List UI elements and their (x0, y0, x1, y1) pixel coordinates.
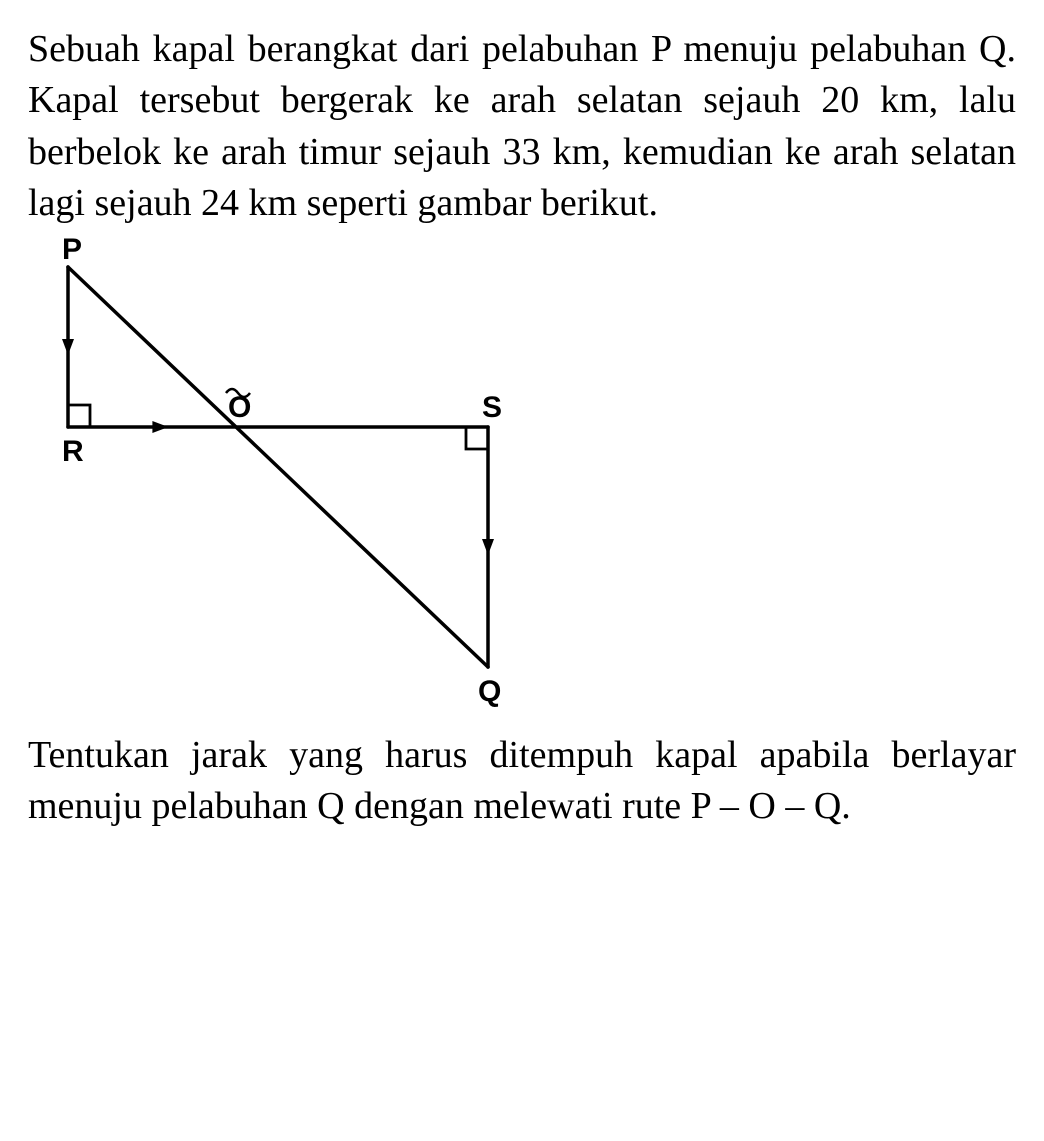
diagram-container: PROSQ (28, 237, 1016, 722)
svg-text:S: S (482, 391, 502, 424)
svg-text:Q: Q (478, 675, 501, 708)
svg-text:P: P (62, 237, 82, 266)
problem-paragraph-1: Sebuah kapal berangkat dari pelabuhan P … (28, 24, 1016, 229)
svg-text:R: R (62, 435, 84, 468)
route-diagram: PROSQ (28, 237, 588, 717)
problem-paragraph-2: Tentukan jarak yang harus ditempuh kapal… (28, 730, 1016, 833)
